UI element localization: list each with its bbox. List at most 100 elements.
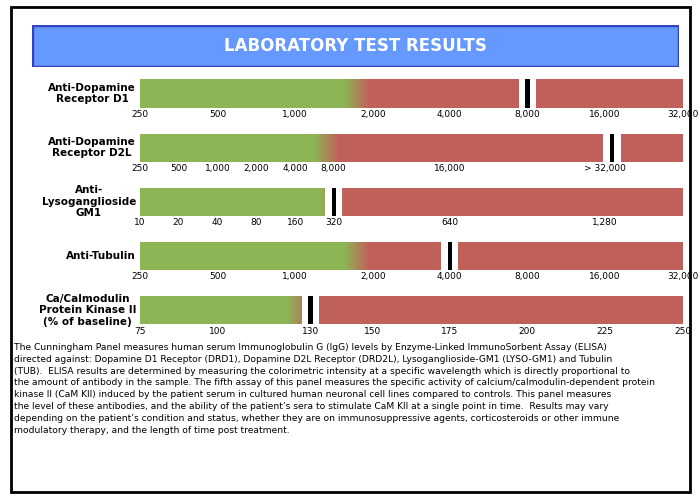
Text: Ca/Calmodulin
Protein Kinase II
(% of baseline): Ca/Calmodulin Protein Kinase II (% of ba… (38, 294, 136, 327)
Bar (327, 188, 328, 216)
Text: 500: 500 (209, 272, 226, 281)
Bar (361, 242, 362, 270)
Text: 4,000: 4,000 (437, 272, 463, 281)
Text: 2,000: 2,000 (360, 110, 386, 119)
Bar (327, 134, 328, 162)
Text: 1,000: 1,000 (282, 272, 308, 281)
Bar (140, 134, 319, 162)
Bar (315, 134, 316, 162)
Text: 225: 225 (596, 327, 613, 335)
Bar (314, 134, 315, 162)
Text: 250: 250 (132, 272, 148, 281)
Bar (305, 296, 306, 324)
Bar (321, 188, 322, 216)
Text: 32,000: 32,000 (667, 272, 698, 281)
Bar (325, 188, 326, 216)
Bar (350, 242, 351, 270)
Text: 8,000: 8,000 (514, 272, 540, 281)
Bar (340, 188, 341, 216)
Text: 1,000: 1,000 (204, 164, 230, 173)
Bar (322, 188, 323, 216)
Bar (294, 296, 295, 324)
Text: 2,000: 2,000 (360, 272, 386, 281)
Bar (348, 242, 349, 270)
Bar (335, 134, 336, 162)
Text: 1,280: 1,280 (592, 218, 617, 227)
Bar (357, 80, 358, 107)
Bar (334, 188, 335, 216)
Text: 320: 320 (325, 218, 342, 227)
Bar (329, 188, 330, 216)
Bar (345, 242, 346, 270)
Bar (352, 242, 353, 270)
Bar (319, 134, 320, 162)
Bar (334, 134, 335, 162)
Bar (306, 296, 307, 324)
Bar (337, 134, 339, 162)
Bar (341, 188, 342, 216)
Bar (302, 292, 319, 329)
Bar (355, 80, 356, 107)
Bar (291, 296, 292, 324)
Bar (320, 188, 321, 216)
Bar (350, 80, 351, 107)
Bar (333, 134, 334, 162)
Bar (336, 188, 337, 216)
Bar (140, 80, 349, 107)
Bar (293, 296, 294, 324)
Bar (361, 80, 362, 107)
Bar (359, 80, 360, 107)
Bar (292, 296, 293, 324)
Bar (368, 242, 682, 270)
Text: 250: 250 (132, 110, 148, 119)
Text: 150: 150 (364, 327, 382, 335)
Bar (355, 242, 356, 270)
Bar (365, 80, 366, 107)
Bar (368, 80, 682, 107)
Bar (610, 129, 614, 166)
Text: 4,000: 4,000 (282, 164, 308, 173)
Text: 1,000: 1,000 (282, 110, 308, 119)
Bar (295, 296, 296, 324)
Text: 175: 175 (441, 327, 458, 335)
Bar (348, 80, 349, 107)
Bar (525, 75, 529, 112)
Text: 8,000: 8,000 (321, 164, 346, 173)
Text: > 32,000: > 32,000 (584, 164, 626, 173)
Bar (304, 296, 305, 324)
Bar (360, 80, 361, 107)
Bar (331, 188, 332, 216)
Bar (323, 134, 324, 162)
Bar (347, 242, 348, 270)
Bar (363, 80, 364, 107)
Bar (331, 134, 332, 162)
Bar (299, 296, 300, 324)
Text: Anti-Dopamine
Receptor D1: Anti-Dopamine Receptor D1 (48, 83, 136, 104)
Bar (344, 242, 345, 270)
Bar (321, 134, 322, 162)
Bar (325, 134, 326, 162)
Bar (346, 242, 347, 270)
Text: The Cunningham Panel measures human serum Immunoglobulin G (IgG) levels by Enzym: The Cunningham Panel measures human seru… (14, 343, 655, 434)
Bar (353, 80, 354, 107)
Text: 160: 160 (286, 218, 304, 227)
Bar (318, 134, 319, 162)
Bar (356, 80, 357, 107)
Bar (359, 242, 360, 270)
Bar (308, 296, 309, 324)
Text: 10: 10 (134, 218, 146, 227)
Bar (358, 80, 359, 107)
Bar (362, 80, 363, 107)
Bar (309, 296, 310, 324)
Bar (364, 80, 365, 107)
Text: LABORATORY TEST RESULTS: LABORATORY TEST RESULTS (224, 37, 486, 55)
Bar (337, 188, 338, 216)
Bar (519, 75, 536, 112)
Bar (366, 242, 367, 270)
Bar (332, 134, 333, 162)
Text: Anti-
Lysoganglioside
GM1: Anti- Lysoganglioside GM1 (42, 185, 136, 218)
Bar (329, 134, 330, 162)
Text: Anti-Dopamine
Receptor D2L: Anti-Dopamine Receptor D2L (48, 137, 136, 159)
Bar (330, 134, 331, 162)
Bar (349, 242, 350, 270)
